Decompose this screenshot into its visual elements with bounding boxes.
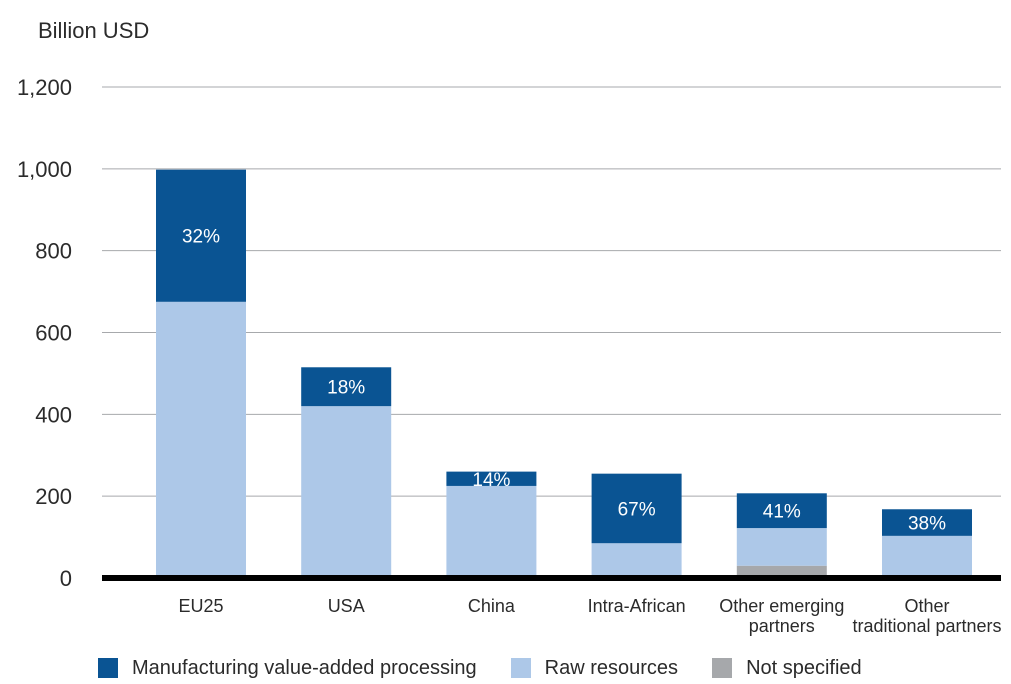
x-tick-label-line: partners [749, 616, 815, 636]
legend: Manufacturing value-added processing Raw… [98, 652, 896, 684]
x-tick-label-line: Other emerging [719, 596, 844, 616]
x-tick-label: Other traditional partners [852, 596, 1001, 636]
x-tick-label: Intra-African [588, 596, 686, 616]
bar-annotation: 14% [472, 470, 510, 491]
y-tick-label: 800 [35, 239, 72, 264]
x-tick-label-line: USA [328, 596, 365, 616]
legend-item-raw-resources: Raw resources [510, 656, 679, 680]
bar-annotation: 18% [327, 378, 365, 399]
x-tick-label-line: China [468, 596, 516, 616]
bar-annotation: 38% [908, 514, 946, 535]
bar-segment [301, 367, 392, 407]
bar-segment [736, 528, 827, 566]
x-tick-label-line: EU25 [178, 596, 223, 616]
y-tick-label: 0 [60, 566, 72, 591]
x-tick-label: EU25 [178, 596, 223, 616]
x-tick-label-line: traditional partners [852, 616, 1001, 636]
legend-swatch-not-specified [712, 658, 733, 678]
y-tick-label: 1,200 [17, 75, 72, 100]
x-axis-tick-labels: EU25 USA China Intra-African Other emerging p… [178, 596, 1001, 636]
bar-segment [736, 565, 827, 578]
bar-segment [591, 473, 682, 544]
legend-label-not-specified: Not specified [746, 656, 862, 679]
y-tick-label: 400 [35, 402, 72, 427]
bar-annotations: 32% 18% 14% 67% 41% 38% [182, 227, 946, 535]
gridlines [102, 86, 1001, 497]
bar-segment [591, 543, 682, 578]
bar-segment [446, 485, 537, 578]
bar-segment [446, 471, 537, 486]
y-tick-label: 600 [35, 321, 72, 346]
legend-swatch-manufacturing [98, 658, 118, 678]
bar-segment [301, 406, 392, 578]
x-tick-label-line: Other [904, 596, 949, 616]
legend-label-manufacturing: Manufacturing value-added processing [132, 656, 477, 679]
y-tick-label: 1,000 [17, 157, 72, 182]
x-tick-label: Other emerging partners [719, 596, 844, 636]
bar-segment [156, 301, 246, 578]
bar-segment [882, 535, 972, 578]
bar-segment [882, 509, 972, 536]
x-tick-label: USA [328, 596, 365, 616]
x-tick-label-line: Intra-African [588, 596, 686, 616]
legend-item-manufacturing: Manufacturing value-added processing [98, 657, 477, 680]
bar-annotation: 32% [182, 227, 220, 248]
y-axis-unit-label: Billion USD [38, 18, 150, 43]
bar-segment [156, 169, 246, 302]
y-axis-tick-labels: 0 200 400 600 800 1,000 1,200 [17, 75, 72, 591]
legend-item-not-specified: Not specified [712, 657, 862, 680]
y-tick-label: 200 [35, 484, 72, 509]
bars [156, 169, 972, 578]
bar-annotation: 41% [763, 502, 801, 523]
legend-swatch-raw-resources [510, 658, 531, 678]
bar-annotation: 67% [618, 499, 656, 520]
bar-segment [736, 493, 827, 529]
legend-label-raw-resources: Raw resources [544, 656, 679, 679]
x-tick-label: China [468, 596, 516, 616]
